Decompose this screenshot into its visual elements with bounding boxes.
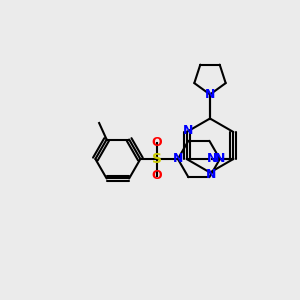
Text: N: N — [205, 88, 215, 101]
Text: N: N — [206, 167, 217, 181]
Text: O: O — [152, 136, 162, 149]
Text: O: O — [152, 169, 162, 182]
Text: S: S — [152, 152, 162, 166]
Text: N: N — [183, 124, 193, 137]
Text: N: N — [173, 152, 183, 166]
Text: N: N — [215, 152, 225, 166]
Text: N: N — [207, 152, 218, 166]
